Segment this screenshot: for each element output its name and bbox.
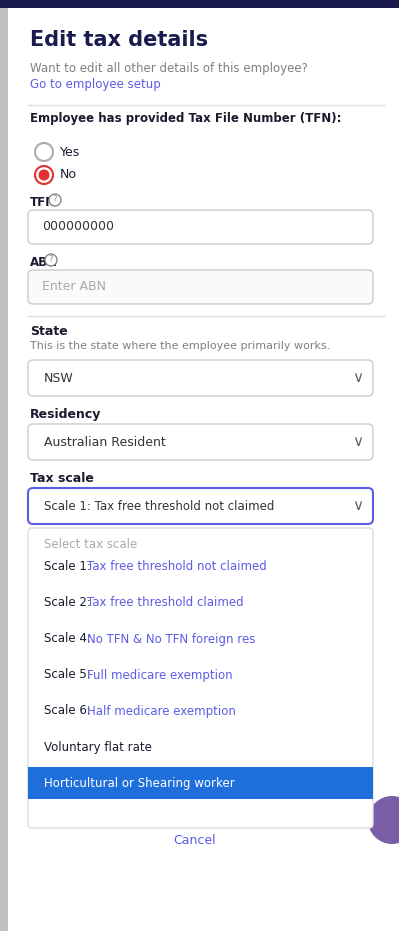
Text: Tax scale: Tax scale (30, 472, 94, 485)
Text: ?: ? (53, 196, 57, 205)
Text: Residency: Residency (30, 408, 101, 421)
Text: Edit tax details: Edit tax details (30, 30, 208, 50)
Text: No: No (60, 169, 77, 182)
Text: Yes: Yes (60, 145, 80, 158)
Text: Half medicare exemption: Half medicare exemption (87, 705, 236, 718)
FancyBboxPatch shape (28, 488, 373, 524)
Text: Enter ABN: Enter ABN (42, 280, 106, 293)
Text: Tax free threshold not claimed: Tax free threshold not claimed (87, 560, 267, 573)
Text: Australian Resident: Australian Resident (44, 436, 166, 449)
Bar (0, 8, 8, 931)
FancyBboxPatch shape (28, 360, 373, 396)
Text: Tax free threshold claimed: Tax free threshold claimed (87, 597, 244, 610)
Text: This is the state where the employee primarily works.: This is the state where the employee pri… (30, 341, 330, 351)
Text: Scale 4:: Scale 4: (44, 632, 95, 645)
Text: Scale 2:: Scale 2: (44, 597, 95, 610)
Text: Select tax scale: Select tax scale (44, 537, 137, 550)
Text: ∨: ∨ (352, 371, 363, 385)
Text: Scale 6:: Scale 6: (44, 705, 95, 718)
Text: NSW: NSW (44, 371, 74, 385)
FancyBboxPatch shape (28, 210, 373, 244)
Bar (0, 0, 399, 8)
Bar (28, 767, 373, 799)
FancyBboxPatch shape (28, 270, 373, 304)
Text: Employee has provided Tax File Number (TFN):: Employee has provided Tax File Number (T… (30, 112, 342, 125)
Circle shape (38, 169, 49, 181)
Text: Scale 1: Tax free threshold not claimed: Scale 1: Tax free threshold not claimed (44, 500, 275, 512)
Text: Want to edit all other details of this employee?: Want to edit all other details of this e… (30, 62, 308, 75)
Circle shape (35, 143, 53, 161)
FancyBboxPatch shape (28, 424, 373, 460)
Text: 000000000: 000000000 (42, 221, 114, 234)
Text: ABN: ABN (30, 256, 58, 269)
Text: Voluntary flat rate: Voluntary flat rate (44, 740, 152, 753)
Text: Scale 1:: Scale 1: (44, 560, 95, 573)
Text: ∨: ∨ (352, 498, 363, 514)
Circle shape (49, 194, 61, 206)
Circle shape (368, 796, 399, 844)
Circle shape (35, 166, 53, 184)
Text: TFN: TFN (30, 196, 56, 209)
Text: ∨: ∨ (352, 435, 363, 450)
Circle shape (45, 254, 57, 266)
Text: Scale 5:: Scale 5: (44, 668, 95, 681)
Text: Full medicare exemption: Full medicare exemption (87, 668, 233, 681)
Text: State: State (30, 325, 68, 338)
Text: ?: ? (49, 255, 53, 264)
Text: Horticultural or Shearing worker: Horticultural or Shearing worker (44, 776, 235, 789)
FancyBboxPatch shape (28, 528, 373, 828)
Text: No TFN & No TFN foreign res: No TFN & No TFN foreign res (87, 632, 256, 645)
Text: Go to employee setup: Go to employee setup (30, 78, 161, 91)
Text: Cancel: Cancel (174, 833, 216, 846)
